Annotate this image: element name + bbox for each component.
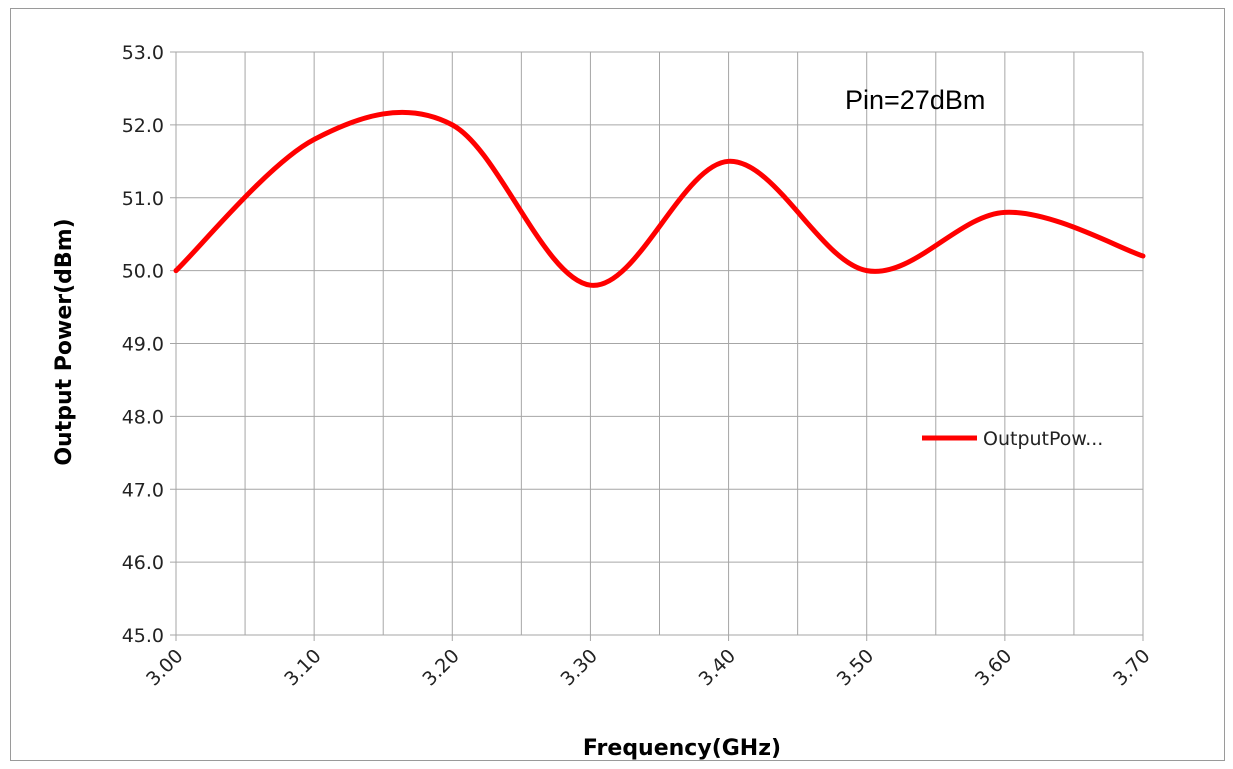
y-tick-label: 48.0 [122,406,164,428]
y-tick-label: 47.0 [122,479,164,501]
x-tick-label: 3.70 [1109,645,1154,690]
x-tick-label: 3.50 [833,645,878,690]
x-tick-label: 3.40 [695,645,740,690]
x-axis-title: Frequency(GHz) [583,736,781,761]
annotation-text: Pin=27dBm [845,85,985,115]
y-tick-label: 52.0 [122,115,164,137]
x-axis-ticks: 3.00 3.10 3.20 3.30 3.40 3.50 3.60 3.70 [142,635,1155,690]
x-tick-label: 3.00 [142,645,187,690]
y-tick-label: 46.0 [122,552,164,574]
y-axis-ticks: 45.0 46.0 47.0 48.0 49.0 50.0 51.0 52.0 53.0 [122,42,176,647]
x-tick-label: 3.20 [418,645,463,690]
legend: OutputPow... [922,428,1103,450]
series-line-0 [173,109,1146,288]
y-tick-label: 53.0 [122,42,164,64]
y-axis-title: Output Power(dBm) [52,218,77,465]
series-lines [173,109,1146,288]
y-tick-label: 51.0 [122,188,164,210]
x-tick-label: 3.10 [280,645,325,690]
y-tick-label: 45.0 [122,625,164,647]
y-tick-label: 49.0 [122,334,164,356]
legend-label: OutputPow... [983,428,1103,450]
grid-lines [175,51,1144,636]
x-tick-label: 3.30 [556,645,601,690]
x-tick-label: 3.60 [971,645,1016,690]
y-tick-label: 50.0 [122,261,164,283]
